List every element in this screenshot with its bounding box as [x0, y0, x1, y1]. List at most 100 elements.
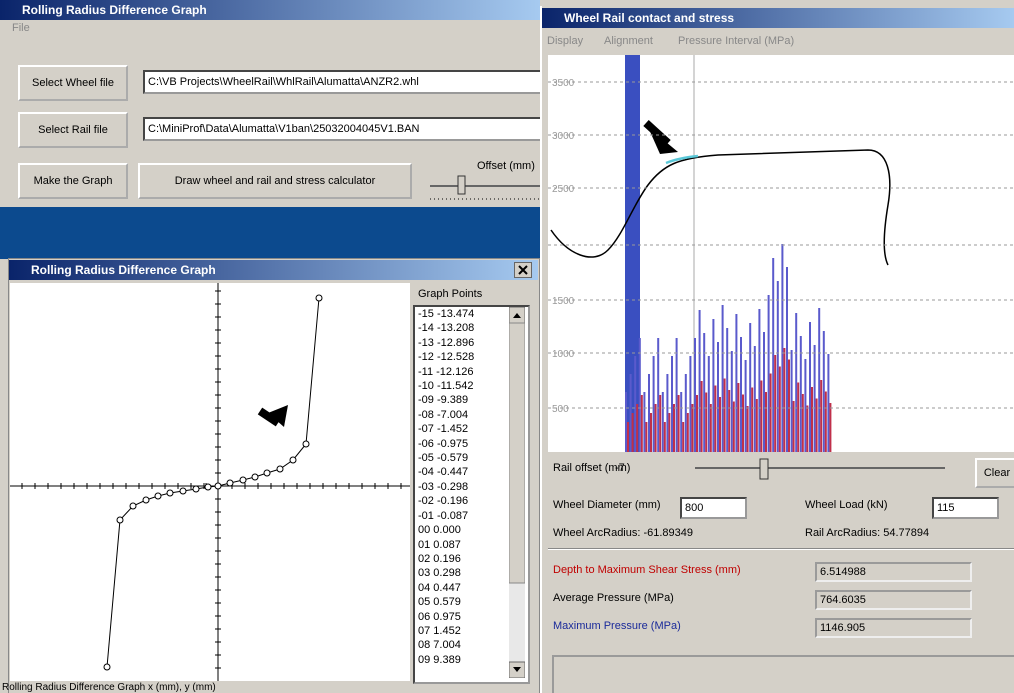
value: -7	[615, 462, 625, 474]
bar	[710, 404, 712, 452]
bar	[781, 244, 783, 452]
bar	[719, 397, 721, 452]
status-bar: Rolling Radius Difference Graph x (mm), …	[2, 682, 216, 693]
bar	[737, 383, 739, 452]
bar	[756, 399, 758, 452]
value-box: 764.6035	[815, 590, 972, 610]
bar	[825, 392, 827, 453]
bar	[763, 332, 765, 452]
bar	[678, 395, 680, 452]
bar	[745, 360, 747, 452]
bar	[814, 345, 816, 452]
point	[205, 484, 211, 490]
bar	[699, 310, 701, 452]
bar	[643, 392, 645, 452]
bar	[636, 404, 638, 452]
bar	[820, 380, 822, 452]
label: Maximum Pressure (MPa)	[553, 620, 681, 632]
button[interactable]: Select Wheel file	[18, 65, 128, 101]
bar	[645, 422, 647, 452]
bar	[689, 356, 691, 452]
bar	[703, 333, 705, 452]
button[interactable]: Select Rail file	[18, 112, 128, 148]
bar	[705, 393, 707, 453]
bar	[639, 338, 641, 452]
point	[277, 466, 283, 472]
bar	[632, 413, 634, 452]
bar	[818, 308, 820, 452]
button[interactable]: Clear	[975, 458, 1014, 488]
bar	[685, 374, 687, 452]
menu-item[interactable]: Display	[547, 35, 583, 47]
slider[interactable]	[690, 456, 950, 482]
bar	[641, 395, 643, 452]
bar	[735, 314, 737, 452]
menu-item[interactable]: Alignment	[604, 35, 653, 47]
bar	[653, 356, 655, 452]
scrollbar[interactable]	[509, 307, 525, 678]
bar	[694, 338, 696, 452]
button[interactable]: Make the Graph	[18, 163, 128, 199]
text-field[interactable]: C:\VB Projects\WheelRail\WhlRail\Alumatt…	[143, 70, 542, 94]
label: Rail ArcRadius: 54.77894	[805, 527, 929, 539]
bar	[671, 356, 673, 452]
bar	[760, 381, 762, 453]
bar	[765, 392, 767, 452]
text-field[interactable]: 115	[932, 497, 999, 519]
menu-item[interactable]: File	[12, 22, 30, 34]
bar	[712, 319, 714, 452]
axis-label: 2500	[552, 184, 575, 195]
bar	[696, 395, 698, 452]
bar	[662, 392, 664, 452]
bar	[777, 281, 779, 452]
bar	[779, 367, 781, 453]
bar	[772, 258, 774, 452]
label: Average Pressure (MPa)	[553, 592, 674, 604]
bar	[659, 395, 661, 452]
bar	[714, 386, 716, 453]
point	[155, 493, 161, 499]
bar	[768, 295, 770, 452]
point	[167, 490, 173, 496]
bar	[749, 323, 751, 452]
axis-label: 1500	[552, 296, 575, 307]
point	[303, 441, 309, 447]
point	[143, 497, 149, 503]
point	[215, 483, 221, 489]
bar	[648, 374, 650, 452]
bar	[717, 342, 719, 452]
text-field[interactable]: C:\MiniProf\Data\Alumatta\V1ban\25032004…	[143, 117, 542, 141]
bar	[664, 422, 666, 452]
bar	[708, 356, 710, 452]
point	[252, 474, 258, 480]
point	[130, 503, 136, 509]
bar	[666, 374, 668, 452]
slider[interactable]	[425, 172, 540, 204]
point	[193, 486, 199, 492]
bar	[804, 359, 806, 452]
bar	[770, 374, 772, 453]
bar	[758, 309, 760, 452]
bar	[731, 351, 733, 452]
close-button[interactable]	[514, 262, 532, 278]
text-field[interactable]: 800	[680, 497, 747, 519]
bar	[627, 422, 629, 452]
plot	[10, 283, 410, 681]
bar	[733, 402, 735, 453]
bar	[751, 388, 753, 453]
bar	[742, 395, 744, 453]
bar	[823, 331, 825, 452]
point	[240, 477, 246, 483]
contact-graph: 35003000250015001000500	[548, 55, 1014, 452]
bar	[806, 406, 808, 453]
button[interactable]: Draw wheel and rail and stress calculato…	[138, 163, 412, 199]
bar	[786, 267, 788, 452]
bar	[793, 401, 795, 452]
bar	[783, 348, 785, 452]
bar	[634, 356, 636, 452]
screen: Rolling Radius Difference Graph File Sel…	[0, 0, 1014, 693]
menu-item[interactable]: Pressure Interval (MPa)	[678, 35, 794, 47]
bar	[791, 350, 793, 452]
axis-label: 3000	[552, 131, 575, 142]
point	[227, 480, 233, 486]
